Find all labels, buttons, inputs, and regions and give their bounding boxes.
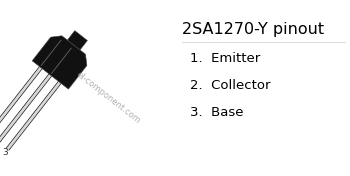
Polygon shape <box>32 36 87 89</box>
Polygon shape <box>68 31 88 50</box>
Text: 3: 3 <box>2 148 8 157</box>
Polygon shape <box>0 65 43 135</box>
Text: 2.  Collector: 2. Collector <box>190 79 271 92</box>
Text: 1.  Emitter: 1. Emitter <box>190 52 260 65</box>
Text: 2SA1270-Y pinout: 2SA1270-Y pinout <box>182 22 324 37</box>
Polygon shape <box>0 65 44 136</box>
Polygon shape <box>6 80 62 150</box>
Polygon shape <box>6 80 63 151</box>
Text: 3.  Base: 3. Base <box>190 106 244 119</box>
Text: el-component.com: el-component.com <box>74 70 142 126</box>
Polygon shape <box>0 72 53 143</box>
Polygon shape <box>0 73 52 143</box>
